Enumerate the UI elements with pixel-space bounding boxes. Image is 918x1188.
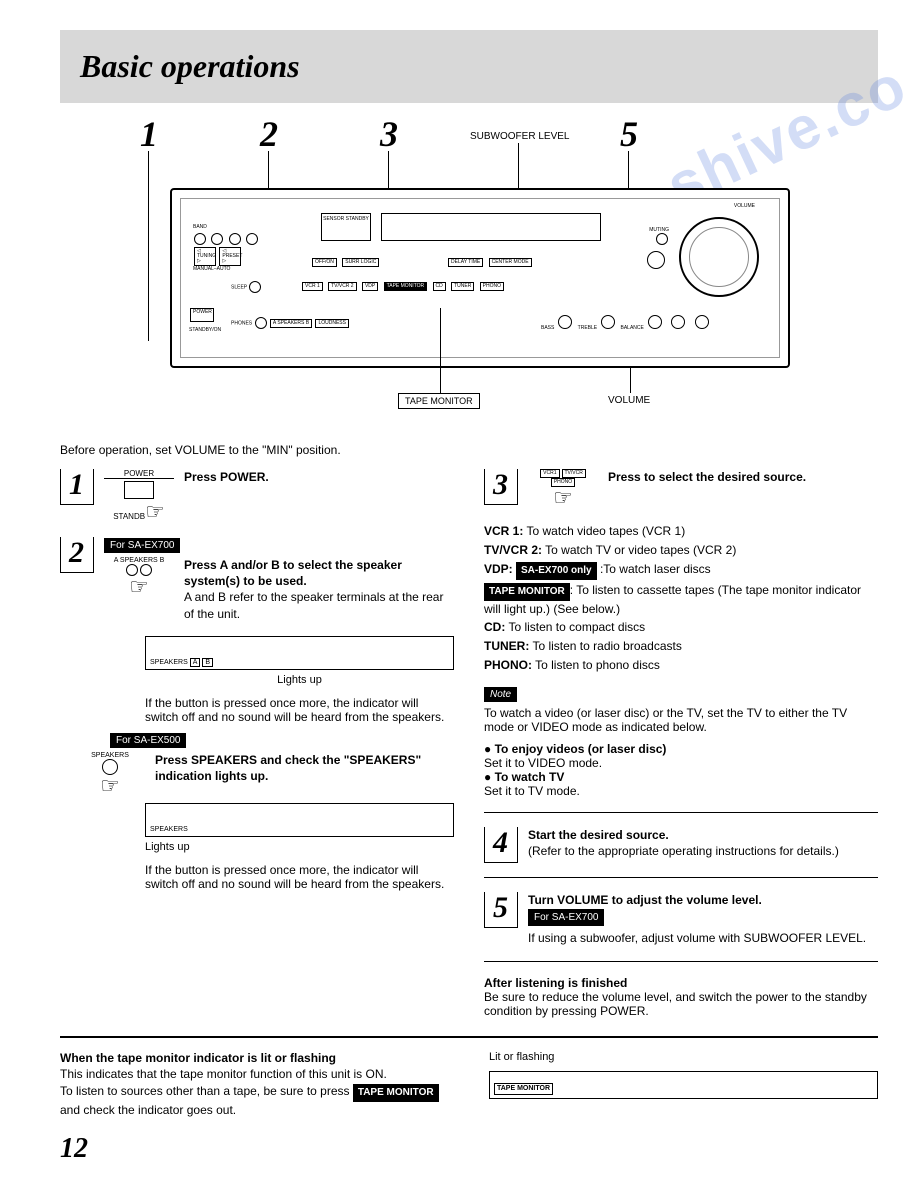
model-tag-ex700-5: For SA-EX700: [528, 909, 604, 927]
step-num-3: 3: [484, 469, 518, 505]
left-column: 1 POWER STANDB☞ Press POWER. 2 For SA-EX…: [60, 469, 454, 1018]
footer-left-title: When the tape monitor indicator is lit o…: [60, 1051, 336, 1065]
note-tag: Note: [484, 687, 517, 702]
src-phono: PHONO: [480, 282, 504, 291]
callout-2: 2: [260, 113, 278, 155]
volume-knob: [679, 217, 759, 297]
callout-3: 3: [380, 113, 398, 155]
step-5: 5 Turn VOLUME to adjust the volume level…: [484, 892, 878, 947]
step2b-title: Press SPEAKERS and check the "SPEAKERS" …: [155, 753, 421, 783]
step5-title: Turn VOLUME to adjust the volume level.: [528, 893, 762, 907]
step3-graphic: VCR1TV/VCRPHONO ☞: [528, 469, 598, 509]
page-number: 12: [60, 1133, 878, 1165]
band-btn: [194, 233, 206, 245]
after-body: Be sure to reduce the volume level, and …: [484, 990, 878, 1018]
src-cd: CD: [433, 282, 446, 291]
hand-icon: ☞: [145, 499, 165, 524]
callout-5: 5: [620, 113, 638, 155]
header-banner: Basic operations: [60, 30, 878, 103]
right-column: 3 VCR1TV/VCRPHONO ☞ Press to select the …: [484, 469, 878, 1018]
model-tag-ex500: For SA-EX500: [110, 733, 186, 748]
main-display: [381, 213, 601, 241]
tape-monitor-label: TAPE MONITOR: [484, 583, 570, 601]
step1-title: Press POWER.: [184, 470, 269, 484]
step1-graphic: POWER STANDB☞: [104, 469, 174, 523]
step5-desc: If using a subwoofer, adjust volume with…: [528, 930, 878, 946]
src-tapemon: TAPE MONITOR: [384, 282, 428, 291]
step4-title: Start the desired source.: [528, 828, 669, 842]
src-tvvcr2: TV/VCR 2: [328, 282, 357, 291]
footer-left-l1: This indicates that the tape monitor fun…: [60, 1066, 449, 1083]
callout-volume: VOLUME: [608, 395, 650, 406]
model-tag-ex700: For SA-EX700: [104, 538, 180, 553]
footer-display: TAPE MONITOR: [489, 1071, 878, 1099]
power-button: POWER: [190, 308, 214, 322]
callout-subwoofer: SUBWOOFER LEVEL: [470, 131, 569, 142]
lights-up-a: Lights up: [145, 674, 454, 686]
step2b-note: If the button is pressed once more, the …: [145, 863, 454, 891]
step-1: 1 POWER STANDB☞ Press POWER.: [60, 469, 454, 523]
step-num-2: 2: [60, 537, 94, 573]
after-section: After listening is finished Be sure to r…: [484, 976, 878, 1018]
intro-text: Before operation, set VOLUME to the "MIN…: [60, 443, 878, 457]
source-list: VCR 1: To watch video tapes (VCR 1) TV/V…: [484, 523, 878, 674]
step2a-graphic: A SPEAKERS B ☞: [104, 557, 174, 622]
step-2: 2 For SA-EX700 A SPEAKERS B ☞ Press A an…: [60, 537, 454, 622]
step-3: 3 VCR1TV/VCRPHONO ☞ Press to select the …: [484, 469, 878, 509]
hand-icon: ☞: [75, 775, 145, 797]
step3-title: Press to select the desired source.: [608, 470, 806, 484]
subwoofer-knob: [647, 251, 665, 269]
callout-1: 1: [140, 113, 158, 155]
lit-flashing-label: Lit or flashing: [489, 1050, 878, 1065]
src-vdp: VDP: [362, 282, 378, 291]
step2b-display: SPEAKERS: [145, 803, 454, 837]
receiver-body: BAND ◁ TUNING ▷ ◁ PRESET ▷ MANUAL–AUTO S…: [170, 188, 790, 368]
step2b-graphic: SPEAKERS ☞: [75, 752, 145, 797]
after-title: After listening is finished: [484, 976, 627, 990]
src-tuner: TUNER: [451, 282, 474, 291]
step4-desc: (Refer to the appropriate operating inst…: [528, 843, 878, 859]
tape-monitor-label-footer: TAPE MONITOR: [353, 1084, 439, 1102]
footer-section: When the tape monitor indicator is lit o…: [60, 1050, 878, 1119]
step2a-title: Press A and/or B to select the speaker s…: [184, 558, 402, 588]
step2a-desc: A and B refer to the speaker terminals a…: [184, 589, 454, 621]
hand-icon: ☞: [104, 576, 174, 598]
hand-icon: ☞: [528, 487, 598, 509]
step-4: 4 Start the desired source. (Refer to th…: [484, 827, 878, 863]
receiver-diagram: 1 2 3 SUBWOOFER LEVEL 5 BAND ◁ TUNING ▷ …: [60, 113, 878, 423]
step-num-4: 4: [484, 827, 518, 863]
step3-note1: To watch a video (or laser disc) or the …: [484, 706, 878, 734]
page-title: Basic operations: [80, 48, 878, 85]
callout-tape-monitor: TAPE MONITOR: [398, 393, 480, 409]
step-num-5: 5: [484, 892, 518, 928]
src-vcr1: VCR 1: [302, 282, 323, 291]
step-num-1: 1: [60, 469, 94, 505]
step2a-note: If the button is pressed once more, the …: [145, 696, 454, 724]
lights-up-b: Lights up: [145, 841, 454, 853]
step2a-display: SPEAKERS A B: [145, 636, 454, 670]
